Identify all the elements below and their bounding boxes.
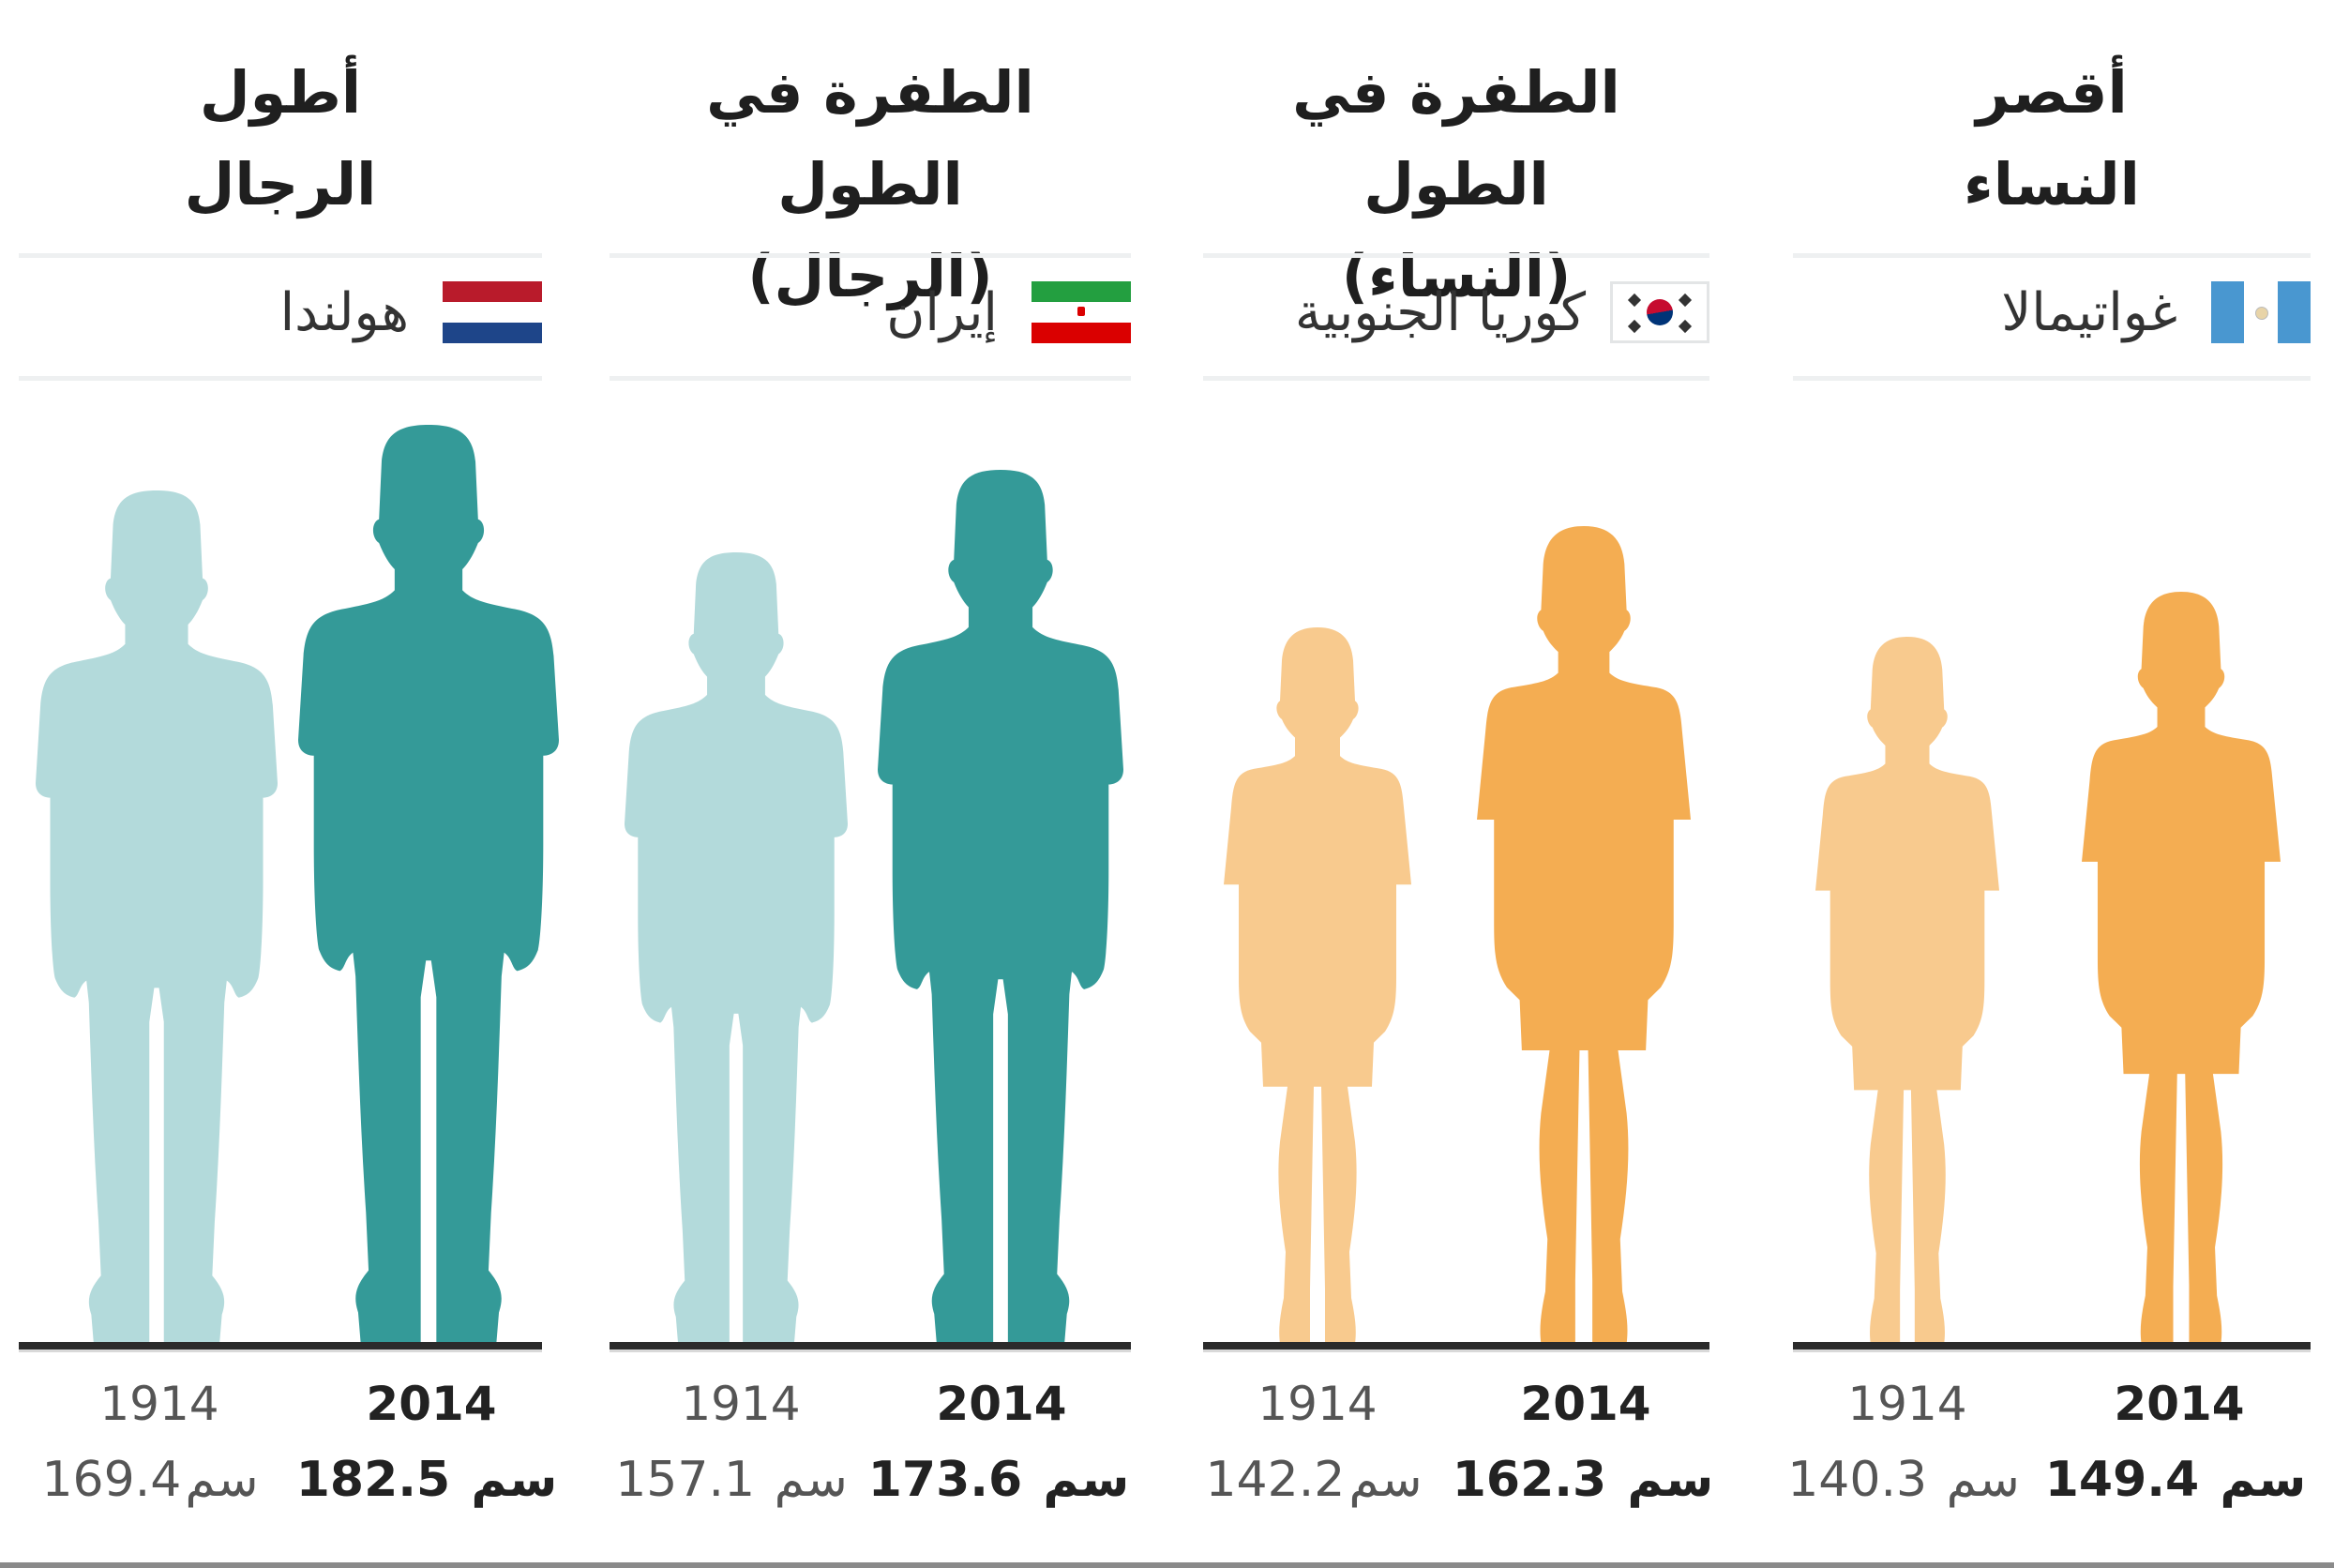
height-1914: سم 140.3 xyxy=(1772,1452,2035,1508)
panel-shortest-women: أقصر النساء غواتيمالا 1914 2014 سم 140.3… xyxy=(1787,0,2311,1568)
height-2014: سم 149.4 xyxy=(2044,1452,2307,1508)
height-2014: سم 162.3 xyxy=(1452,1452,1714,1508)
year-2014: 2014 xyxy=(366,1377,497,1431)
divider-top xyxy=(1793,253,2311,258)
unit-cm: سم xyxy=(185,1452,259,1508)
title-line-1: أقصر xyxy=(1976,58,2128,127)
unit-cm: سم xyxy=(1043,1452,1130,1508)
divider-bottom xyxy=(610,376,1131,381)
title-line-1: الطفرة في الطول xyxy=(1292,58,1620,219)
unit-cm: سم xyxy=(774,1452,848,1508)
title-line-2: النساء xyxy=(1964,150,2140,219)
value: 140.3 xyxy=(1787,1452,1928,1508)
panel-title: أقصر النساء xyxy=(1793,47,2311,231)
year-1914: 1914 xyxy=(1847,1377,1967,1431)
baseline xyxy=(19,1342,542,1352)
height-1914: سم142.2 xyxy=(1182,1452,1445,1508)
woman-2014-silhouette-icon xyxy=(2082,592,2281,1344)
baseline xyxy=(1203,1342,1709,1352)
height-1914: سم 157.1 xyxy=(600,1452,863,1508)
baseline xyxy=(610,1342,1131,1352)
country-row: هولندا xyxy=(19,267,542,357)
value: 173.6 xyxy=(867,1452,1023,1508)
man-2014-silhouette-icon xyxy=(878,470,1123,1344)
unit-cm: سم xyxy=(1348,1452,1423,1508)
year-2014: 2014 xyxy=(1520,1377,1651,1431)
height-2014: سم 173.6 xyxy=(867,1452,1130,1508)
unit-cm: سم xyxy=(1627,1452,1714,1508)
unit-cm: سم xyxy=(1946,1452,2020,1508)
title-line-1: الطفرة في الطول xyxy=(706,58,1034,219)
divider-bottom xyxy=(19,376,542,381)
country-name: غواتيمالا xyxy=(2001,281,2177,343)
man-1914-silhouette-icon xyxy=(36,490,278,1344)
panel-title: أطول الرجال xyxy=(19,47,542,231)
year-1914: 1914 xyxy=(1257,1377,1378,1431)
value: 162.3 xyxy=(1452,1452,1607,1508)
unit-cm: سم xyxy=(471,1452,558,1508)
value: 157.1 xyxy=(615,1452,756,1508)
country-name: إيران xyxy=(886,281,998,343)
value: 142.2 xyxy=(1205,1452,1346,1508)
height-1914: سم169.4 xyxy=(19,1452,281,1508)
country-name: هولندا xyxy=(279,281,409,343)
man-1914-silhouette-icon xyxy=(625,552,848,1344)
divider-top xyxy=(610,253,1131,258)
title-line-2: الرجال xyxy=(184,150,377,219)
country-row: غواتيمالا xyxy=(1793,267,2311,357)
value: 149.4 xyxy=(2044,1452,2200,1508)
panel-tallest-men: أطول الرجال هولندا 1914 2014 سم169.4 سم … xyxy=(19,0,542,1568)
year-1914: 1914 xyxy=(681,1377,801,1431)
year-2014: 2014 xyxy=(936,1377,1067,1431)
year-2014: 2014 xyxy=(2114,1377,2245,1431)
divider-bottom xyxy=(1203,376,1709,381)
netherlands-flag-icon xyxy=(443,281,542,343)
man-2014-silhouette-icon xyxy=(298,425,559,1344)
title-line-1: أطول xyxy=(199,58,362,127)
country-row: كوريا الجنوبية xyxy=(1203,267,1709,357)
woman-1914-silhouette-icon xyxy=(1815,637,1999,1344)
panel-biggest-increase-men: الطفرة في الطول (الرجال) إيران 1914 2014… xyxy=(610,0,1131,1568)
value: 169.4 xyxy=(41,1452,182,1508)
iran-flag-icon xyxy=(1031,281,1131,343)
woman-1914-silhouette-icon xyxy=(1224,627,1411,1344)
divider-top xyxy=(1203,253,1709,258)
south-korea-flag-icon xyxy=(1610,281,1709,343)
year-1914: 1914 xyxy=(99,1377,219,1431)
woman-2014-silhouette-icon xyxy=(1477,526,1691,1344)
value: 182.5 xyxy=(295,1452,451,1508)
panel-biggest-increase-women: الطفرة في الطول (النساء) كوريا الجنوبية … xyxy=(1203,0,1713,1568)
country-name: كوريا الجنوبية xyxy=(1294,281,1586,343)
height-2014: سم 182.5 xyxy=(295,1452,558,1508)
bottom-border xyxy=(0,1562,2334,1568)
panel-title: الطفرة في الطول (النساء) xyxy=(1203,47,1709,323)
country-row: إيران xyxy=(610,267,1131,357)
divider-bottom xyxy=(1793,376,2311,381)
unit-cm: سم xyxy=(2220,1452,2307,1508)
baseline xyxy=(1793,1342,2311,1352)
divider-top xyxy=(19,253,542,258)
guatemala-flag-icon xyxy=(2211,281,2311,343)
